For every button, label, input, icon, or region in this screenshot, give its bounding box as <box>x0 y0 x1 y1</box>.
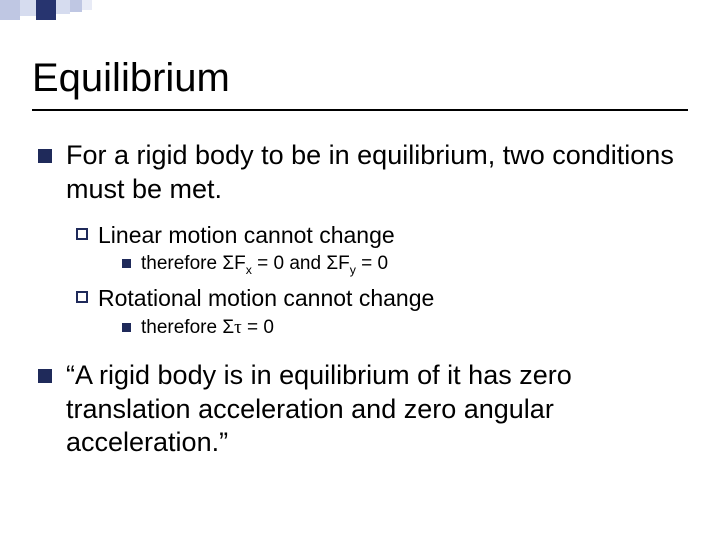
deco-square-icon <box>36 0 56 20</box>
deco-square-icon <box>82 0 92 10</box>
spacer <box>32 345 688 359</box>
text-fragment: = 0 <box>356 253 388 274</box>
deco-square-icon <box>56 0 70 14</box>
text-fragment: = 0 and ΣF <box>252 253 350 274</box>
text-fragment: = 0 <box>242 317 274 338</box>
bullet-text: therefore Στ = 0 <box>141 316 274 341</box>
bullet-level2: Linear motion cannot change <box>32 221 688 251</box>
bullet-text: therefore ΣFx = 0 and ΣFy = 0 <box>141 252 388 278</box>
slide-title: Equilibrium <box>32 56 688 101</box>
bullet-level1: “A rigid body is in equilibrium of it ha… <box>32 359 688 460</box>
square-bullet-hollow-icon <box>76 228 88 240</box>
bullet-level1: For a rigid body to be in equilibrium, t… <box>32 139 688 207</box>
deco-square-icon <box>70 0 82 12</box>
square-bullet-small-icon <box>122 323 131 332</box>
bullet-text: “A rigid body is in equilibrium of it ha… <box>66 359 688 460</box>
text-fragment: therefore ΣF <box>141 253 246 274</box>
deco-square-icon <box>20 0 36 16</box>
bullet-text: Linear motion cannot change <box>98 221 395 251</box>
square-bullet-filled-icon <box>38 369 52 383</box>
square-bullet-hollow-icon <box>76 291 88 303</box>
bullet-text: Rotational motion cannot change <box>98 284 434 314</box>
square-bullet-filled-icon <box>38 149 52 163</box>
tau-symbol: τ <box>234 317 242 338</box>
bullet-level3: therefore Στ = 0 <box>32 316 688 341</box>
slide-content: Equilibrium For a rigid body to be in eq… <box>0 0 720 460</box>
deco-square-icon <box>0 0 20 20</box>
bullet-text: For a rigid body to be in equilibrium, t… <box>66 139 688 207</box>
corner-decoration <box>0 0 92 20</box>
text-fragment: therefore Σ <box>141 317 234 338</box>
bullet-level2: Rotational motion cannot change <box>32 284 688 314</box>
square-bullet-small-icon <box>122 259 131 268</box>
bullet-level3: therefore ΣFx = 0 and ΣFy = 0 <box>32 252 688 278</box>
title-rule <box>32 109 688 111</box>
